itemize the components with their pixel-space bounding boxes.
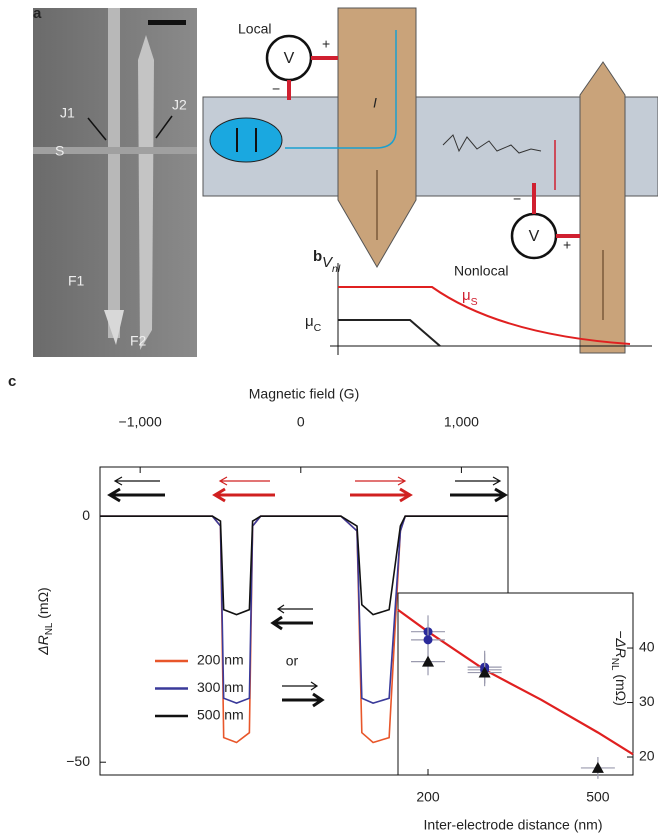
main: V: [322, 254, 334, 271]
unit: (mΩ): [613, 670, 629, 705]
channel-s: [33, 147, 197, 154]
sub: NL: [44, 622, 55, 635]
y-tick-label: 40: [639, 639, 655, 655]
scale-bar: [148, 20, 186, 25]
main: −ΔR: [613, 630, 629, 658]
mu-c-label: μC: [305, 313, 322, 334]
x-axis-label: Inter-electrode distance (nm): [424, 817, 603, 833]
arrow: [87, 117, 107, 141]
legend-label: 500 nm: [197, 707, 244, 723]
voltmeter-label: V: [529, 228, 540, 245]
legend-label: 200 nm: [197, 652, 244, 668]
sem-label: S: [55, 143, 64, 159]
electrode-f1: [108, 8, 120, 338]
voltmeter-label: V: [284, 50, 295, 67]
panel-label: a: [33, 5, 42, 22]
y-tick-label: 20: [639, 748, 655, 764]
electrode-tip: [104, 310, 124, 345]
local-label: Local: [238, 21, 271, 37]
y-axis-label: −ΔRNL (mΩ): [609, 630, 629, 706]
field-arrows: [107, 476, 508, 708]
mu-s-label: μS: [462, 287, 478, 308]
x-tick-label: 0: [297, 414, 305, 430]
y-tick-label: 0: [82, 507, 90, 523]
sub: nl: [332, 263, 341, 275]
sem-label: F1: [68, 273, 85, 289]
series-line: [100, 515, 508, 616]
panel-label: b: [313, 248, 322, 265]
main: ΔR: [35, 635, 51, 656]
y-tick-label: −50: [66, 753, 90, 769]
nonlocal-label: Nonlocal: [454, 263, 508, 279]
point: [423, 635, 433, 645]
diffusion-path: [442, 134, 542, 154]
electrode-f2: [138, 35, 154, 350]
point: [422, 655, 435, 667]
point: [591, 761, 604, 773]
point: [478, 666, 491, 678]
nonlocal-electrode: [579, 61, 626, 354]
fit-line: [397, 609, 634, 756]
annotation: or: [286, 653, 299, 669]
y-axis-label: ΔRNL (mΩ): [35, 587, 55, 655]
mu-c-curve: [338, 319, 441, 347]
current-label: I: [373, 95, 377, 111]
inset-frame: [397, 592, 634, 776]
field-arrows-red: [212, 476, 413, 503]
x-tick-label: −1,000: [119, 414, 162, 430]
sub: S: [471, 296, 478, 308]
main: μ: [305, 313, 314, 330]
y-tick-label: 30: [639, 693, 655, 709]
sem-label: F2: [130, 333, 147, 349]
mu-s-curve: [338, 286, 631, 345]
sem-label: J1: [60, 105, 75, 121]
panel-label: c: [8, 373, 16, 390]
sub: NL: [609, 658, 620, 671]
main: μ: [462, 287, 471, 304]
legend-label: 300 nm: [197, 679, 244, 695]
x-tick-label: 500: [586, 789, 610, 805]
x-tick-label: 200: [416, 789, 440, 805]
sem-label: J2: [172, 97, 187, 113]
vnl-label: Vnl: [322, 254, 341, 275]
current-path: [285, 30, 397, 149]
x-axis-label: Magnetic field (G): [249, 386, 359, 402]
sub: C: [314, 322, 322, 334]
minus: −: [513, 191, 521, 207]
x-tick-label: 1,000: [444, 414, 479, 430]
arrow: [155, 115, 173, 139]
plus: +: [322, 36, 330, 52]
plus: +: [563, 237, 571, 253]
unit: (mΩ): [35, 587, 51, 622]
minus: −: [272, 81, 280, 97]
spin-injector: [209, 117, 283, 163]
